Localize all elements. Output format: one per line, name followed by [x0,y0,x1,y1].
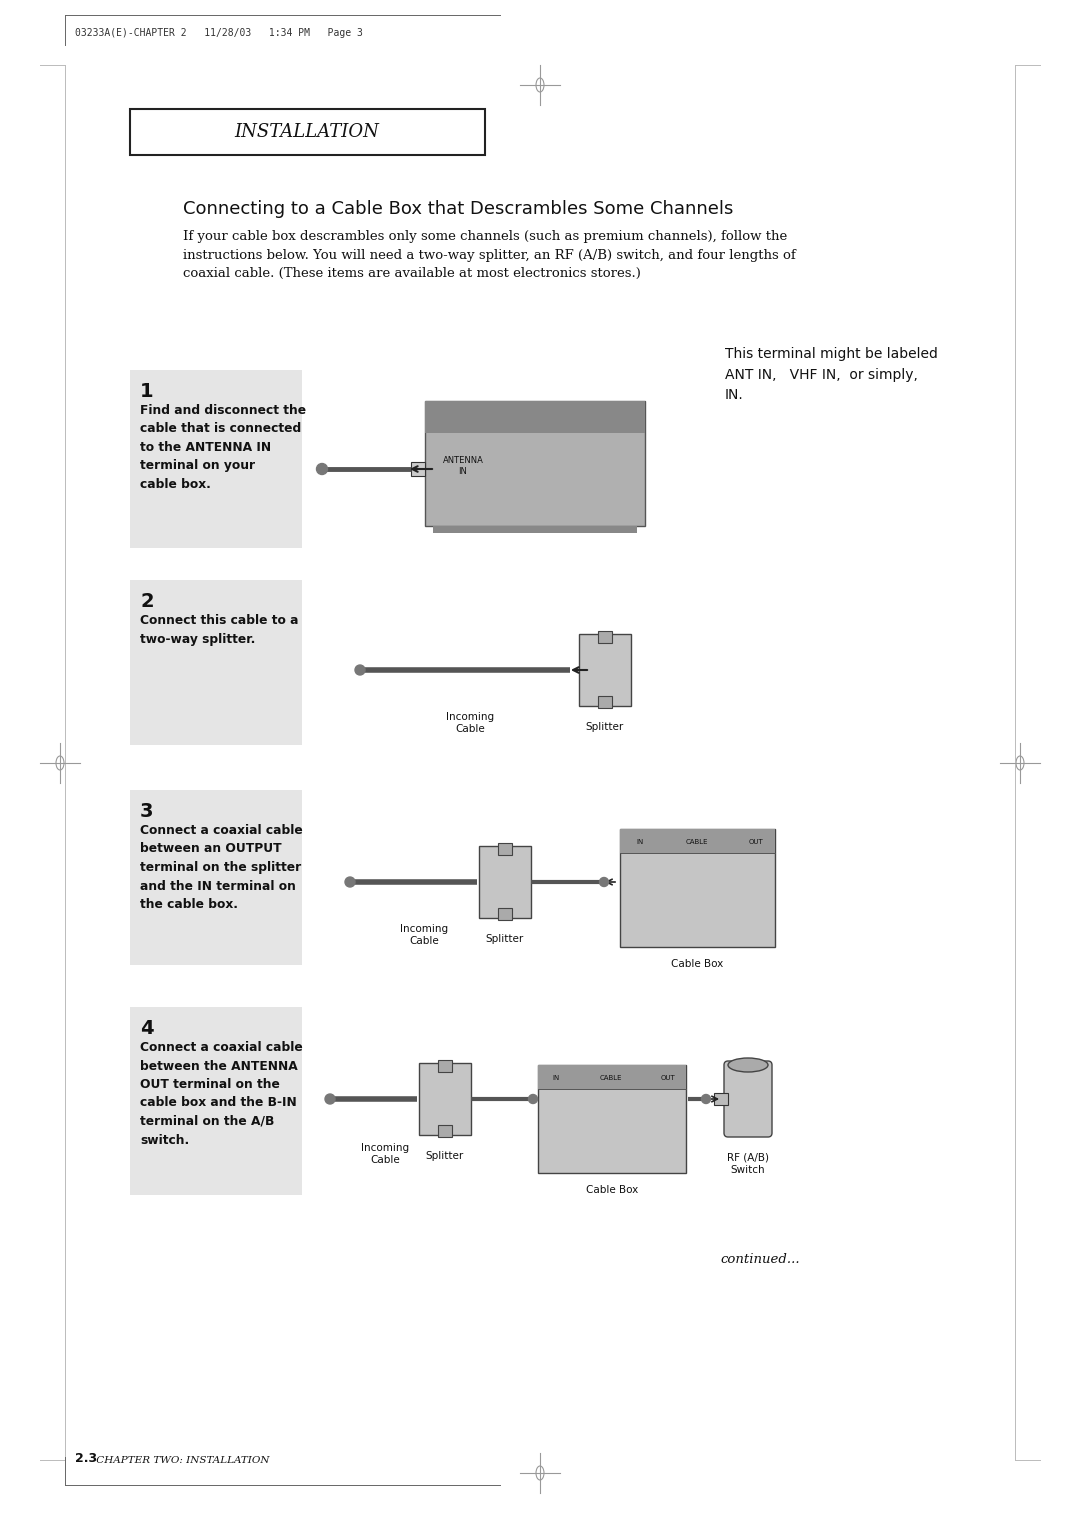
Text: Find and disconnect the
cable that is connected
to the ANTENNA IN
terminal on yo: Find and disconnect the cable that is co… [140,404,306,491]
Text: Incoming
Cable: Incoming Cable [446,712,494,735]
Bar [302,580,705,746]
Text: Splitter: Splitter [486,933,524,944]
Bar [302,790,789,965]
Text: ANTENNA
IN: ANTENNA IN [443,456,484,476]
Circle shape [355,665,365,676]
Ellipse shape [728,1058,768,1072]
Bar [498,907,512,920]
Text: OUT: OUT [748,839,764,845]
Bar [498,843,512,856]
Text: CABLE: CABLE [686,839,708,845]
Bar [426,401,645,433]
Circle shape [528,1095,538,1104]
Text: INSTALLATION: INSTALLATION [234,124,379,140]
Bar [598,631,612,644]
Text: continued...: continued... [720,1254,799,1266]
Text: Cable Box: Cable Box [585,1185,638,1196]
Bar [579,634,631,706]
Bar [130,371,705,547]
Text: Connect this cable to a
two-way splitter.: Connect this cable to a two-way splitter… [140,615,298,645]
Text: Connect a coaxial cable
between the ANTENNA
OUT terminal on the
cable box and th: Connect a coaxial cable between the ANTE… [140,1042,302,1147]
Bar [480,846,531,918]
Text: OUT: OUT [661,1075,675,1081]
Text: Splitter: Splitter [585,721,624,732]
Text: CABLE: CABLE [599,1075,622,1081]
Circle shape [345,877,355,888]
Text: If your cable box descrambles only some channels (such as premium channels), fol: If your cable box descrambles only some … [183,230,796,281]
Text: 2.3: 2.3 [75,1452,97,1466]
Bar [438,1060,453,1072]
Bar [302,1006,789,1196]
Bar [130,580,705,746]
Bar [426,401,645,526]
Text: This terminal might be labeled
ANT IN,   VHF IN,  or simply,
IN.: This terminal might be labeled ANT IN, V… [725,348,937,403]
Bar [302,371,705,547]
Text: CHAPTER TWO: INSTALLATION: CHAPTER TWO: INSTALLATION [93,1456,270,1466]
Bar [130,1006,789,1196]
Bar [438,1125,453,1138]
Text: 1: 1 [140,381,153,401]
Bar [598,695,612,708]
Text: IN: IN [552,1075,559,1081]
FancyBboxPatch shape [724,1061,772,1138]
Text: 03233A(E)-CHAPTER 2   11/28/03   1:34 PM   Page 3: 03233A(E)-CHAPTER 2 11/28/03 1:34 PM Pag… [75,27,363,38]
Bar [433,526,637,534]
Circle shape [325,1093,335,1104]
Text: RF (A/B)
Switch: RF (A/B) Switch [727,1153,769,1176]
Bar [419,1063,471,1135]
Bar [714,1093,728,1106]
Text: 3: 3 [140,802,153,820]
Text: Cable Box: Cable Box [671,959,724,968]
Bar [538,1064,686,1089]
Text: Incoming
Cable: Incoming Cable [400,924,448,947]
Text: Connect a coaxial cable
between an OUTPUT
terminal on the splitter
and the IN te: Connect a coaxial cable between an OUTPU… [140,824,302,910]
Circle shape [599,877,608,886]
Bar [620,830,775,852]
Bar [538,1064,686,1173]
Circle shape [316,464,327,474]
Text: Connecting to a Cable Box that Descrambles Some Channels: Connecting to a Cable Box that Descrambl… [183,200,733,218]
Bar [130,108,485,156]
Text: 4: 4 [140,1019,153,1039]
Text: Splitter: Splitter [426,1151,464,1161]
Text: 2: 2 [140,592,153,612]
Text: Incoming
Cable: Incoming Cable [361,1144,409,1165]
Text: IN: IN [636,839,644,845]
Bar [620,830,775,947]
Bar [411,462,426,476]
Bar [130,790,789,965]
Circle shape [702,1095,711,1104]
